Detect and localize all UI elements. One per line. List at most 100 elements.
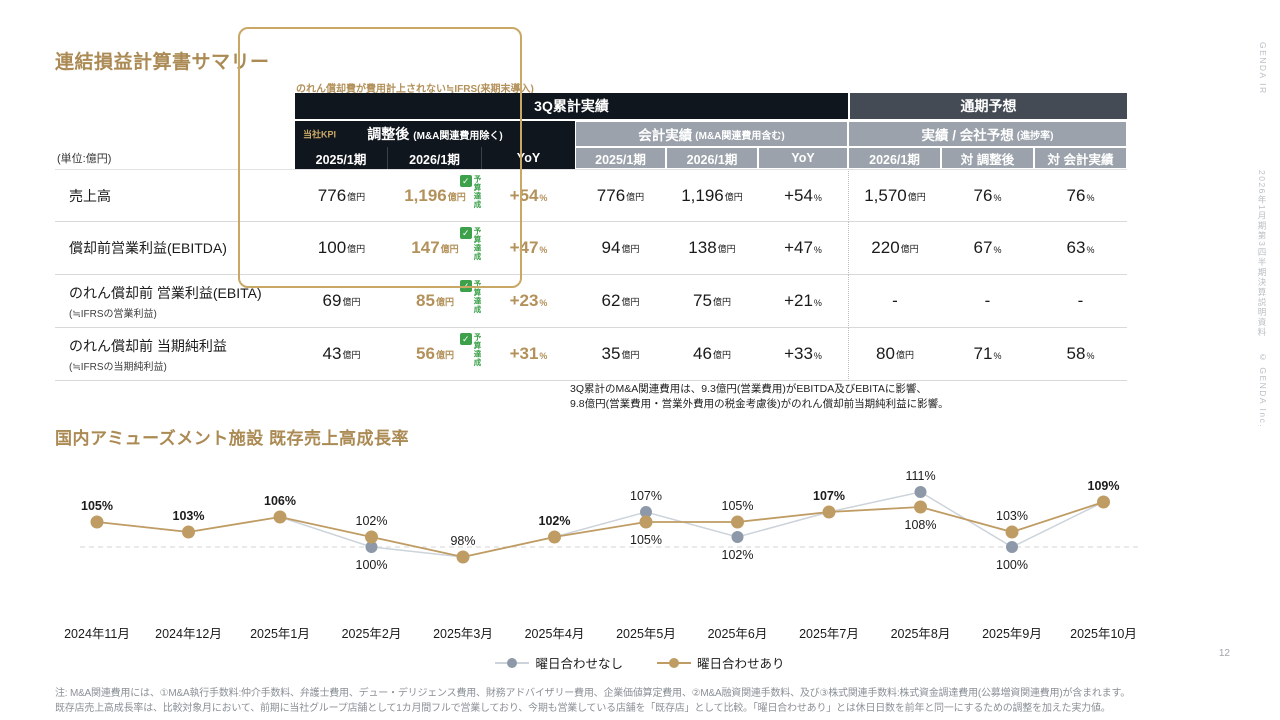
value-label: 103%: [173, 509, 205, 523]
col-adjusted-fy2025: 2025/1期: [295, 147, 388, 169]
data-point: [182, 525, 195, 539]
progress-label: 実績 / 会社予想: [921, 128, 1014, 143]
value-cell-f_fy: -: [848, 275, 941, 328]
header-q3-actuals: 3Q累計実績: [295, 93, 848, 121]
row-label-text: のれん償却前 営業利益(EBITA): [69, 284, 262, 301]
value-unit: %: [1086, 245, 1095, 255]
value-cell-f_adj: -: [941, 275, 1034, 328]
value-label: 105%: [81, 499, 113, 513]
value-cell-f_acc: 76%: [1034, 169, 1127, 222]
value-unit: %: [993, 192, 1002, 203]
col-accounting-yoy: YoY: [758, 147, 848, 169]
value-label: 111%: [905, 469, 935, 483]
data-point: [731, 515, 744, 529]
value-number: -: [984, 291, 991, 310]
header-progress: 実績 / 会社予想 (進捗率): [848, 121, 1127, 147]
value-unit: %: [813, 245, 822, 255]
data-point: [365, 530, 378, 544]
budget-achieved-badge: ✓ 予算達成: [459, 280, 482, 314]
col-accounting-fy2026: 2026/1期: [666, 147, 758, 169]
value-unit: 億円: [724, 191, 743, 202]
value-cell-c_py: 94 億円: [575, 222, 666, 275]
adjusted-sublabel: (M&A関連費用除く): [413, 130, 503, 142]
value-unit: 億円: [435, 350, 454, 360]
series-line: [96, 491, 1104, 558]
col-adjusted-fy2026: 2026/1期: [388, 147, 482, 169]
value-unit: 億円: [342, 297, 361, 307]
value-label: 107%: [630, 489, 662, 503]
x-axis-label: 2024年12月: [155, 627, 222, 641]
value-cell-a_cy: 147 億円 ✓ 予算達成: [388, 222, 482, 275]
page-number: 12: [1218, 648, 1230, 659]
data-point: [548, 530, 561, 544]
pnl-summary-title: 連結損益計算書サマリー: [55, 52, 270, 73]
accounting-sublabel: (M&A関連費用含む): [695, 130, 785, 142]
badge-label: 予算達成: [473, 175, 482, 209]
value-cell-f_adj: 67%: [941, 222, 1034, 275]
badge-label: 予算達成: [473, 280, 482, 314]
value-unit: 億円: [342, 350, 361, 360]
value-cell-f_adj: 76%: [941, 169, 1034, 222]
value-cell-a_yoy: +23%: [482, 275, 575, 328]
value-unit: 億円: [712, 350, 731, 360]
value-unit: 億円: [712, 297, 731, 307]
data-point: [639, 515, 653, 529]
table-footnote-line2: 9.8億円(営業費用・営業外費用の税金考慮後)がのれん償却前当期純利益に影響。: [570, 398, 949, 411]
row-label-text: のれん償却前 当期純利益: [69, 337, 227, 354]
value-label: 100%: [356, 558, 388, 572]
chart-legend: 曜日合わせなし 曜日合わせあり: [0, 653, 1280, 672]
header-full-year-forecast: 通期予想: [848, 93, 1127, 121]
value-label: 105%: [630, 533, 662, 547]
value-number: 69: [322, 291, 342, 310]
legend-marker: [657, 657, 691, 668]
value-cell-c_cy: 75 億円: [666, 275, 758, 328]
data-point: [456, 550, 470, 564]
value-unit: %: [813, 298, 822, 308]
value-cell-c_cy: 1,196 億円: [666, 169, 758, 222]
budget-achieved-badge: ✓ 予算達成: [459, 333, 482, 367]
value-number: 75: [693, 291, 712, 310]
col-forecast-vs-accounting: 対 会計実績: [1034, 147, 1127, 169]
value-cell-f_adj: 71%: [941, 328, 1034, 381]
value-number: 71: [973, 344, 993, 363]
value-cell-f_acc: 58%: [1034, 328, 1127, 381]
unit-label: (単位:億円): [57, 153, 112, 165]
data-point: [640, 506, 652, 518]
value-unit: %: [539, 351, 548, 361]
value-cell-a_yoy: +47%: [482, 222, 575, 275]
value-number: 138: [688, 238, 717, 257]
value-cell-a_py: 776 億円: [295, 169, 388, 222]
value-unit: 億円: [440, 244, 459, 254]
value-number: 43: [322, 344, 342, 363]
sales-growth-chart: 105% 103% 106% 102% 100% 98% 102% 107% 105% 105% 1…: [64, 469, 1140, 641]
value-cell-f_fy: 220 億円: [848, 222, 941, 275]
value-number: 1,196: [404, 185, 447, 205]
value-cell-f_acc: 63%: [1034, 222, 1127, 275]
value-number: 76: [1066, 185, 1086, 205]
value-number: 63: [1066, 238, 1086, 257]
col-forecast-vs-adjusted: 対 調整後: [941, 147, 1034, 169]
value-cell-c_yoy: +21%: [758, 275, 848, 328]
value-cell-a_yoy: +31%: [482, 328, 575, 381]
value-label: 100%: [996, 558, 1028, 572]
badge-label: 予算達成: [473, 333, 482, 367]
value-number: 80: [876, 344, 895, 363]
row-label: 償却前営業利益(EBITDA): [55, 222, 295, 275]
data-point: [731, 531, 744, 543]
legend-label: 曜日合わせなし: [535, 657, 623, 671]
x-axis-label: 2025年4月: [525, 627, 585, 641]
value-unit: 億円: [435, 297, 454, 307]
value-cell-c_yoy: +54%: [758, 169, 848, 222]
checkmark-icon: ✓: [459, 280, 472, 292]
checkmark-icon: ✓: [459, 175, 472, 187]
legend-label: 曜日合わせあり: [697, 657, 785, 671]
value-cell-c_yoy: +33%: [758, 328, 848, 381]
value-unit: %: [539, 192, 548, 203]
value-unit: 億円: [717, 244, 736, 254]
checkmark-icon: ✓: [459, 333, 472, 345]
value-unit: %: [539, 298, 548, 308]
pnl-summary-table: 3Q累計実績 通期予想 当社KPI 調整後 (M&A関連費用除く) 会計実績 (…: [55, 93, 1127, 381]
col-accounting-fy2025: 2025/1期: [575, 147, 666, 169]
value-cell-a_py: 43 億円: [295, 328, 388, 381]
company-kpi-badge: 当社KPI: [303, 129, 337, 140]
